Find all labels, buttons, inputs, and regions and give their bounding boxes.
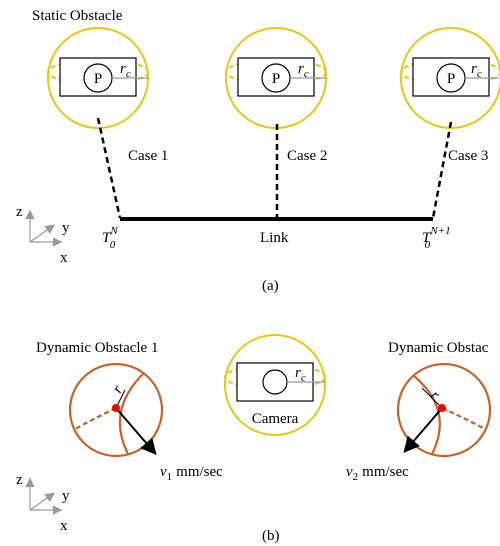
text: N: [109, 225, 118, 237]
link-label: Link: [260, 230, 289, 246]
center-label: P: [272, 71, 280, 87]
dynamic-obstacle: r: [398, 364, 490, 456]
text: x: [60, 518, 68, 534]
text: N+1: [429, 225, 450, 237]
caption: (a): [262, 278, 279, 294]
case-label: Case 2: [287, 148, 327, 164]
static-obstacle: P rc P rc P rc: [48, 28, 500, 128]
axes: z yx: [16, 472, 70, 534]
text: x: [60, 250, 68, 266]
text: y: [62, 220, 70, 236]
dynamic-obstacle: r: [70, 364, 162, 456]
center-label: P: [94, 71, 102, 87]
text: c: [301, 372, 306, 384]
camera-label: Camera: [252, 411, 299, 427]
case-label: Case 1: [128, 148, 168, 164]
axes: z yx: [16, 204, 70, 266]
text: z: [16, 472, 23, 488]
text: 1: [167, 471, 173, 483]
text: mm/sec: [362, 464, 409, 480]
text: y: [62, 488, 70, 504]
text: c: [477, 68, 482, 80]
obstacle-title: Dynamic Obstacle 1: [36, 340, 158, 356]
text: c: [304, 68, 309, 80]
title: Static Obstacle: [32, 8, 123, 24]
text: r: [110, 383, 127, 396]
text: z: [16, 204, 23, 220]
case-label: Case 3: [448, 148, 488, 164]
case-lines: [98, 118, 451, 218]
camera: rc Camera: [225, 335, 325, 435]
text: c: [126, 68, 131, 80]
obstacle-title: Dynamic Obstac: [388, 340, 489, 356]
text: 0: [425, 239, 431, 251]
text: 0: [110, 239, 116, 251]
text: mm/sec: [176, 464, 223, 480]
text: 2: [353, 471, 359, 483]
center-label: P: [447, 71, 455, 87]
diagram: Static Obstacle P rc P rc P rc Case 1 Ca…: [0, 0, 500, 546]
caption: (b): [262, 528, 280, 544]
